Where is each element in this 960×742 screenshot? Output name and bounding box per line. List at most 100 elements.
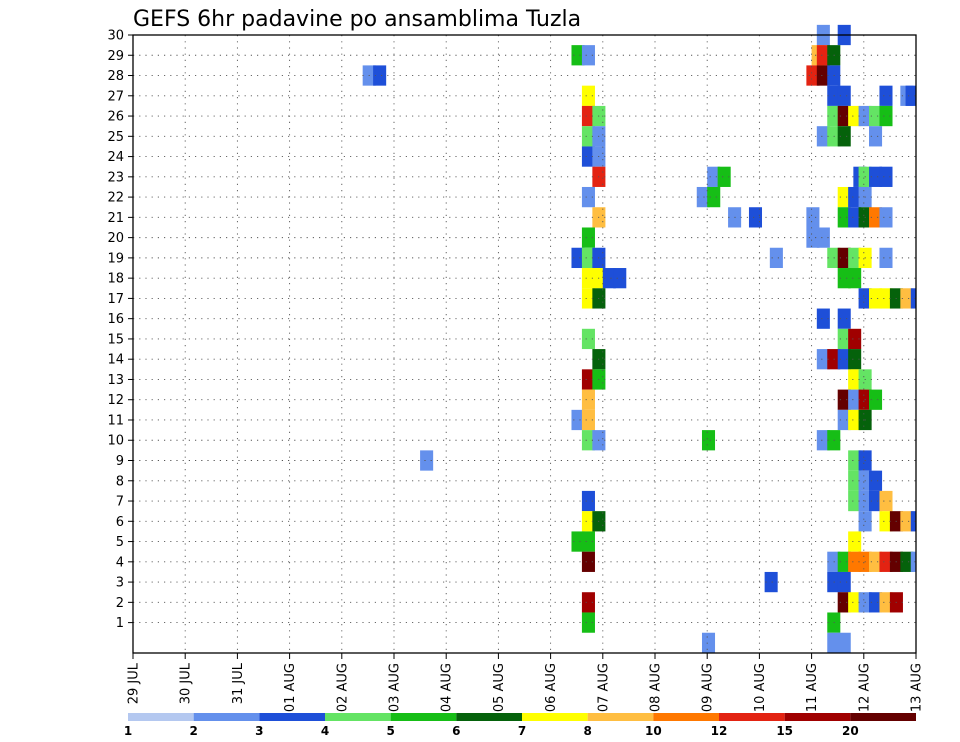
precip-cell [900,511,914,532]
precip-cell [905,85,916,106]
legend-label: 15 [776,724,793,738]
y-tick-label: 25 [107,130,124,145]
legend-label: 1 [124,724,132,738]
precip-cell [837,308,851,329]
precip-cell [910,551,916,572]
precip-cell [571,531,585,552]
precip-cell [869,207,883,228]
precip-cell [900,288,914,309]
precip-cell [848,409,862,431]
precip-cell [581,592,595,613]
y-tick-label: 3 [116,576,124,591]
precip-cell [581,490,595,512]
precip-cell [420,450,434,471]
precip-cell [848,531,862,552]
precip-cell [581,247,595,269]
legend-swatch [259,713,325,721]
precip-cell [581,186,595,208]
precip-cell [837,551,851,572]
legend-label: 10 [645,724,662,738]
precip-cell [869,470,883,491]
precip-cell [581,430,595,451]
precip-cell [869,126,883,147]
precip-cell [571,409,585,431]
y-tick-label: 28 [107,69,124,84]
precip-cell [869,389,883,410]
precip-cell [879,207,893,228]
precip-cell [816,65,830,86]
precip-cell [816,45,830,66]
precip-cell [848,186,862,208]
x-tick-label: 09 AUG [701,663,716,712]
y-tick-label: 13 [107,373,124,388]
legend-swatch [325,713,391,721]
legend-swatch [193,713,260,721]
precip-cell [848,268,862,289]
precip-cell [869,551,883,572]
legend-label: 2 [189,724,197,738]
precip-cell [827,632,841,653]
precip-cell [848,349,862,370]
y-tick-label: 12 [107,393,124,408]
precip-cell [581,288,595,309]
y-tick-label: 11 [107,413,124,428]
grid-layer [133,34,916,653]
precip-cell [581,105,595,127]
precip-cell [879,288,893,309]
precip-cell [837,592,851,613]
precip-cell [848,490,862,512]
x-tick-label: 07 AUG [596,663,611,712]
precip-cell [717,166,731,187]
precip-cell [581,409,595,431]
precip-cell [816,126,830,147]
x-tick-label: 08 AUG [649,663,664,712]
legend-swatch [784,713,851,721]
legend-swatch [719,713,785,721]
precip-cell [848,470,862,491]
precip-cell [837,85,851,106]
cell-layer [362,24,916,653]
legend-label: 5 [386,724,394,738]
legend-swatch [128,713,194,721]
y-tick-label: 21 [107,211,124,226]
x-tick-label: 02 AUG [335,663,350,712]
precip-cell [581,227,595,248]
precip-cell [748,207,763,228]
y-tick-label: 20 [107,231,124,246]
precip-cell [837,349,851,370]
precip-cell [581,612,595,633]
y-tick-label: 10 [107,434,124,449]
precip-cell [581,389,595,410]
precip-cell [869,490,883,512]
precip-cell [879,85,893,106]
precip-cell [837,389,851,410]
color-legend: 1 2 3 4 5 6 7 8 10 12 15 20 [124,713,916,738]
y-tick-label: 18 [107,272,124,287]
legend-swatch [587,713,654,721]
precip-cell [837,268,851,289]
x-tick-label: 31 JUL [231,662,246,704]
y-tick-label: 15 [107,332,124,347]
precip-cell [816,227,830,248]
y-tick-label: 30 [107,29,124,44]
y-tick-label: 19 [107,251,124,266]
precip-cell [571,45,585,66]
x-tick-label: 11 AUG [805,663,820,712]
precip-cell [869,105,883,127]
y-tick-label: 14 [107,353,124,368]
x-tick-label: 03 AUG [388,663,403,712]
precip-cell [581,531,595,552]
y-tick-label: 5 [116,535,124,550]
precip-cell [848,389,862,410]
precip-cell [837,207,851,228]
y-tick-label: 9 [116,454,124,469]
precip-cell [869,166,883,187]
precip-cell [879,490,893,512]
precip-cell [900,551,914,572]
precip-cell [879,551,893,572]
precip-cell [581,511,595,532]
precip-cell [837,571,851,593]
precip-cell [581,85,595,106]
precip-cell [764,571,778,593]
